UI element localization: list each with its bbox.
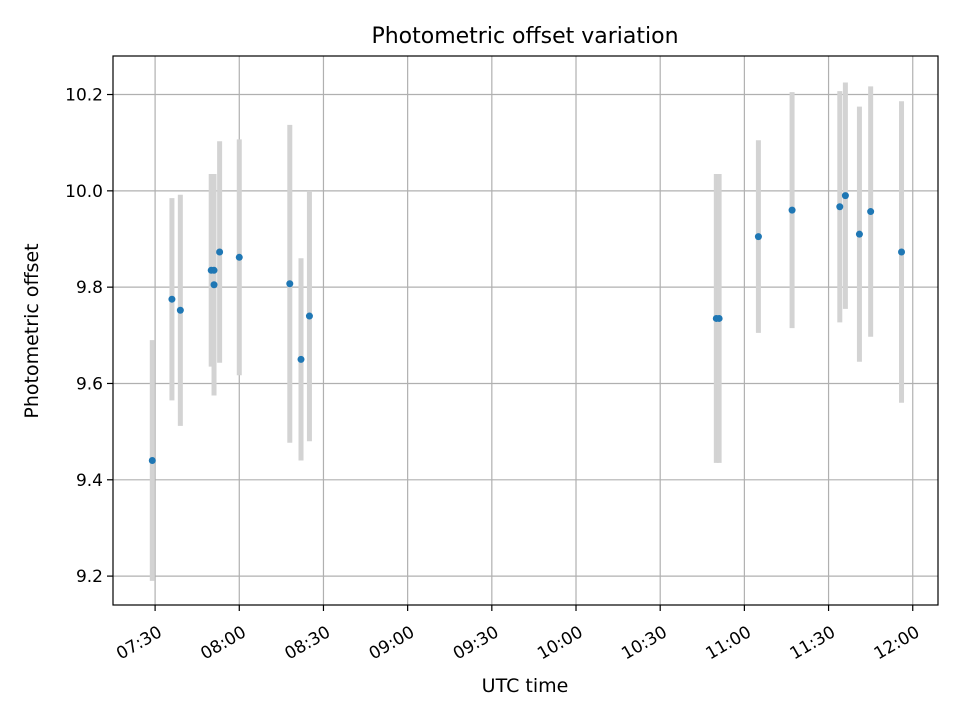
data-points [148, 192, 906, 465]
data-point [867, 208, 875, 216]
data-point [210, 266, 218, 274]
y-tick-label: 10.2 [65, 86, 103, 106]
plot-frame [112, 55, 939, 606]
data-point [235, 253, 243, 261]
data-point [210, 281, 218, 289]
data-point [305, 312, 313, 320]
grid [113, 56, 938, 605]
data-point [836, 203, 844, 211]
data-point [788, 206, 796, 214]
data-point [754, 233, 762, 241]
data-point [148, 457, 156, 465]
y-tick-label: 9.4 [76, 471, 103, 491]
data-point [715, 314, 723, 322]
chart-title: Photometric offset variation [371, 24, 678, 49]
data-point [855, 230, 863, 238]
data-point [841, 192, 849, 200]
data-point [297, 355, 305, 363]
y-tick-label: 10.0 [65, 182, 103, 202]
data-point [168, 295, 176, 303]
y-axis-ticks: 9.2 9.4 9.6 9.8 10.0 10.2 [65, 86, 113, 587]
y-axis-label: Photometric offset [21, 243, 43, 418]
y-tick-label: 9.2 [76, 567, 103, 587]
y-tick-label: 9.8 [76, 278, 103, 298]
data-point [216, 248, 224, 256]
y-tick-label: 9.6 [76, 374, 103, 394]
x-axis-label: UTC time [482, 675, 569, 697]
data-point [176, 306, 184, 314]
data-point [286, 280, 294, 288]
data-point [898, 248, 906, 256]
